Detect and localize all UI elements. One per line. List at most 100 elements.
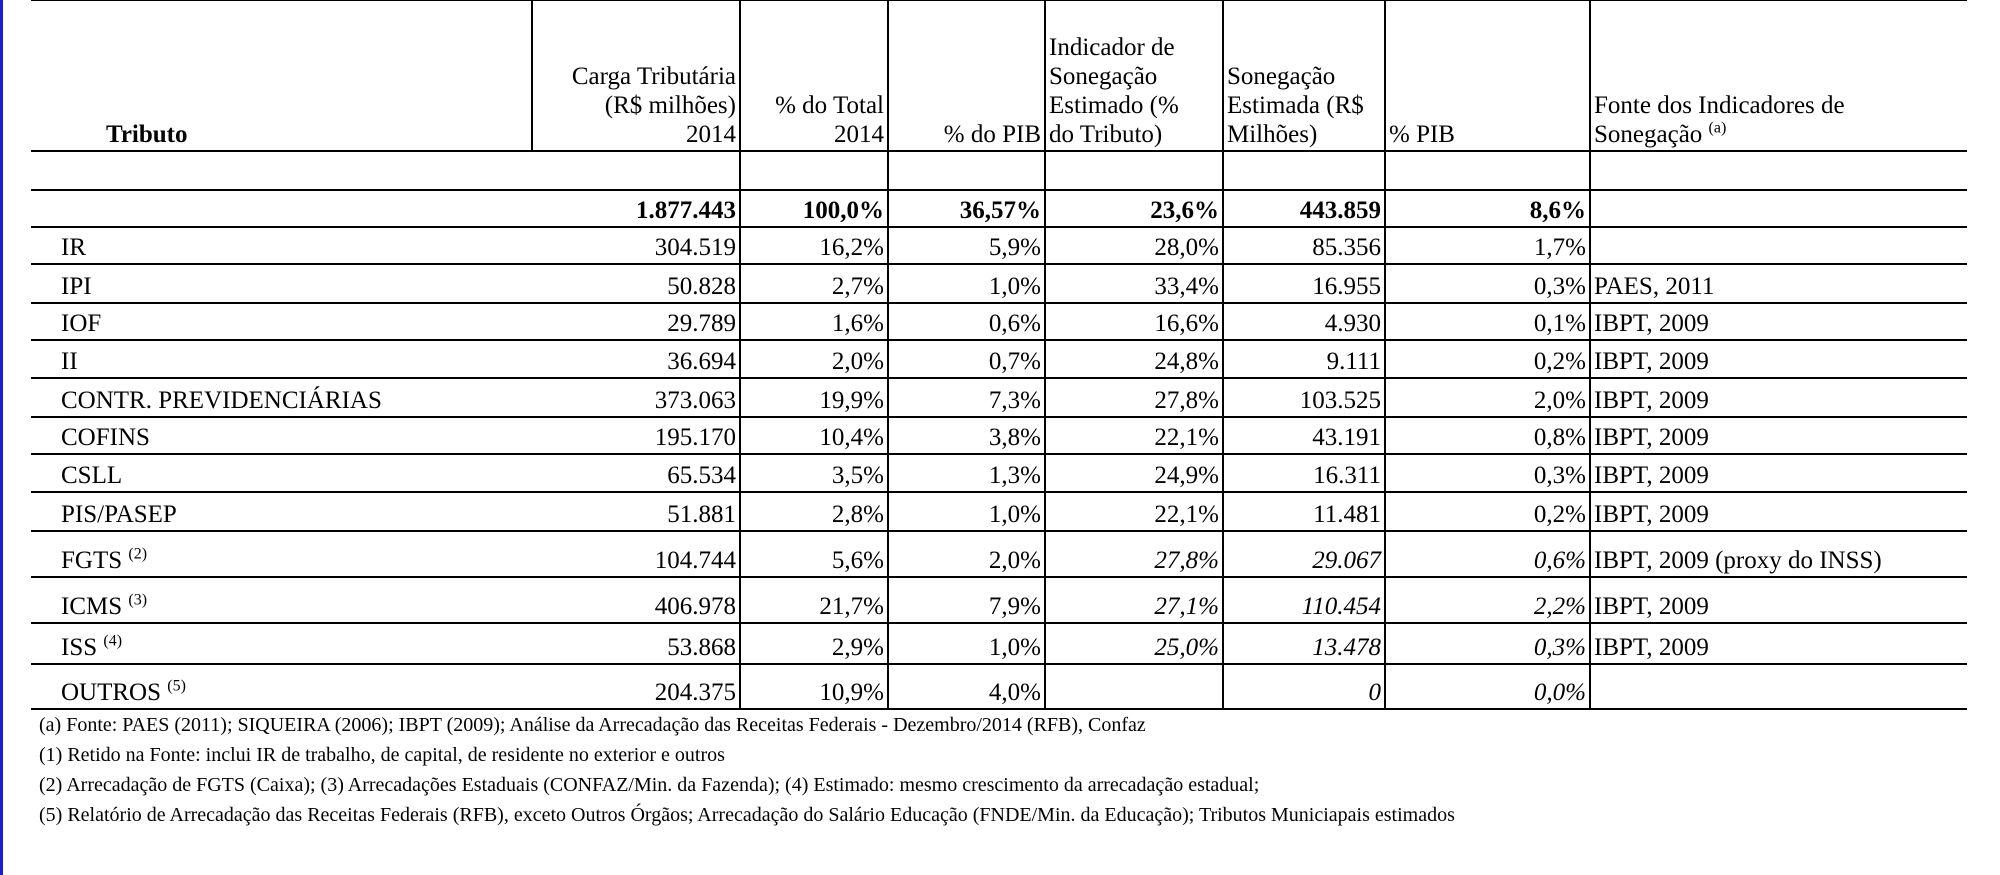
header-cell: % PIB [1385,0,1590,151]
value-cell: 5,6% [740,531,888,577]
value-cell: 36.694 [532,340,740,378]
value: 65.534 [667,462,736,489]
value: 0,3% [1533,462,1586,489]
value-cell: 2,9% [740,623,888,664]
row-name: IPI [31,264,532,303]
source: IBPT, 2009 [1594,462,1709,489]
value-cell: 21,7% [740,577,888,623]
tributo-name: IPI [61,273,92,300]
h-rule [31,150,1967,152]
source-cell: IBPT, 2009 [1590,623,1967,664]
value: 16,2% [819,234,884,261]
value: 9.111 [1326,348,1381,375]
value-cell: 24,9% [1045,454,1223,492]
v-rule [1589,0,1591,709]
tributo-name: PIS/PASEP [61,501,177,528]
header-text: Estimado (% [1049,92,1179,119]
value: 10,4% [819,424,884,451]
source-cell: IBPT, 2009 (proxy do INSS) [1590,531,1967,577]
value-cell: 24,8% [1045,340,1223,378]
header-text: (R$ milhões) [604,92,736,119]
total-value: 8,6% [1529,197,1586,224]
value-cell: 2,8% [740,492,888,531]
value: 1,3% [988,462,1041,489]
header-text: Milhões) [1227,121,1318,148]
h-rule [31,491,1967,493]
value-cell [1045,664,1223,709]
value-cell: 2,2% [1385,577,1590,623]
row-name: CONTR. PREVIDENCIÁRIAS [31,378,532,417]
value-cell: 406.978 [532,577,740,623]
value: 4,0% [988,679,1041,706]
value-cell: 29.789 [532,303,740,340]
value-cell: 4,0% [888,664,1045,709]
value-cell: 50.828 [532,264,740,303]
source-cell: IBPT, 2009 [1590,577,1967,623]
superscript: (4) [103,632,123,650]
value-cell: 33,4% [1045,264,1223,303]
value: 51.881 [667,501,736,528]
value: 22,1% [1154,424,1219,451]
v-rule [531,0,533,151]
value: 0,6% [1533,547,1586,574]
superscript: (2) [128,545,148,563]
row-name: CSLL [31,454,532,492]
value-cell: 104.744 [532,531,740,577]
value-cell: 0,6% [888,303,1045,340]
value-cell: 2,0% [888,531,1045,577]
value: 406.978 [654,593,736,620]
value: 2,0% [1533,387,1586,414]
tributo-name: FGTS [61,547,123,574]
value: 0,0% [1533,679,1586,706]
h-rule [31,189,1967,191]
name-line: IPI [61,272,92,301]
value: 13.478 [1312,634,1381,661]
value: 7,3% [988,387,1041,414]
value-cell: 22,1% [1045,492,1223,531]
value-cell: 51.881 [532,492,740,531]
footnote: (5) Relatório de Arrecadação das Receita… [39,804,1455,827]
tributo-name: CONTR. PREVIDENCIÁRIAS [61,387,382,414]
value: 2,0% [831,348,884,375]
footnote: (1) Retido na Fonte: inclui IR de trabal… [39,744,725,767]
v-rule [1384,0,1386,709]
total-value: 100,0% [802,197,884,224]
value-cell: 9.111 [1223,340,1385,378]
value-cell: 0,0% [1385,664,1590,709]
value: 28,0% [1154,234,1219,261]
value: 22,1% [1154,501,1219,528]
value: 16.311 [1313,462,1381,489]
value: 1,0% [988,501,1041,528]
row-name: IOF [31,303,532,340]
value: 21,7% [819,593,884,620]
row-name: FGTS (2) [31,531,532,577]
value: 195.170 [654,424,736,451]
value: 19,9% [819,387,884,414]
value-cell: 204.375 [532,664,740,709]
h-rule [31,622,1967,624]
value: 27,8% [1154,387,1219,414]
source: PAES, 2011 [1594,273,1715,300]
header-line: 2014 [686,120,736,149]
total-cell: 443.859 [1223,190,1385,227]
value-cell: 10,9% [740,664,888,709]
h-rule [31,576,1967,578]
header-line: Sonegação (a) [1594,120,1726,149]
tributo-name: ICMS [61,593,123,620]
value: 16.955 [1312,273,1381,300]
header-text: % do PIB [943,121,1041,148]
value: 53.868 [667,634,736,661]
value-cell: 10,4% [740,417,888,454]
header-line: Fonte dos Indicadores de [1594,91,1845,120]
total-cell: 36,57% [888,190,1045,227]
source-cell: IBPT, 2009 [1590,340,1967,378]
header-line: do Tributo) [1049,120,1162,149]
header-cell: % do PIB [888,0,1045,151]
h-rule [31,226,1967,228]
header-text: % do Total [775,92,884,119]
value: 3,5% [831,462,884,489]
value: 104.744 [654,547,736,574]
value: 50.828 [667,273,736,300]
h-rule [31,530,1967,532]
header-line: Estimada (R$ [1227,91,1364,120]
